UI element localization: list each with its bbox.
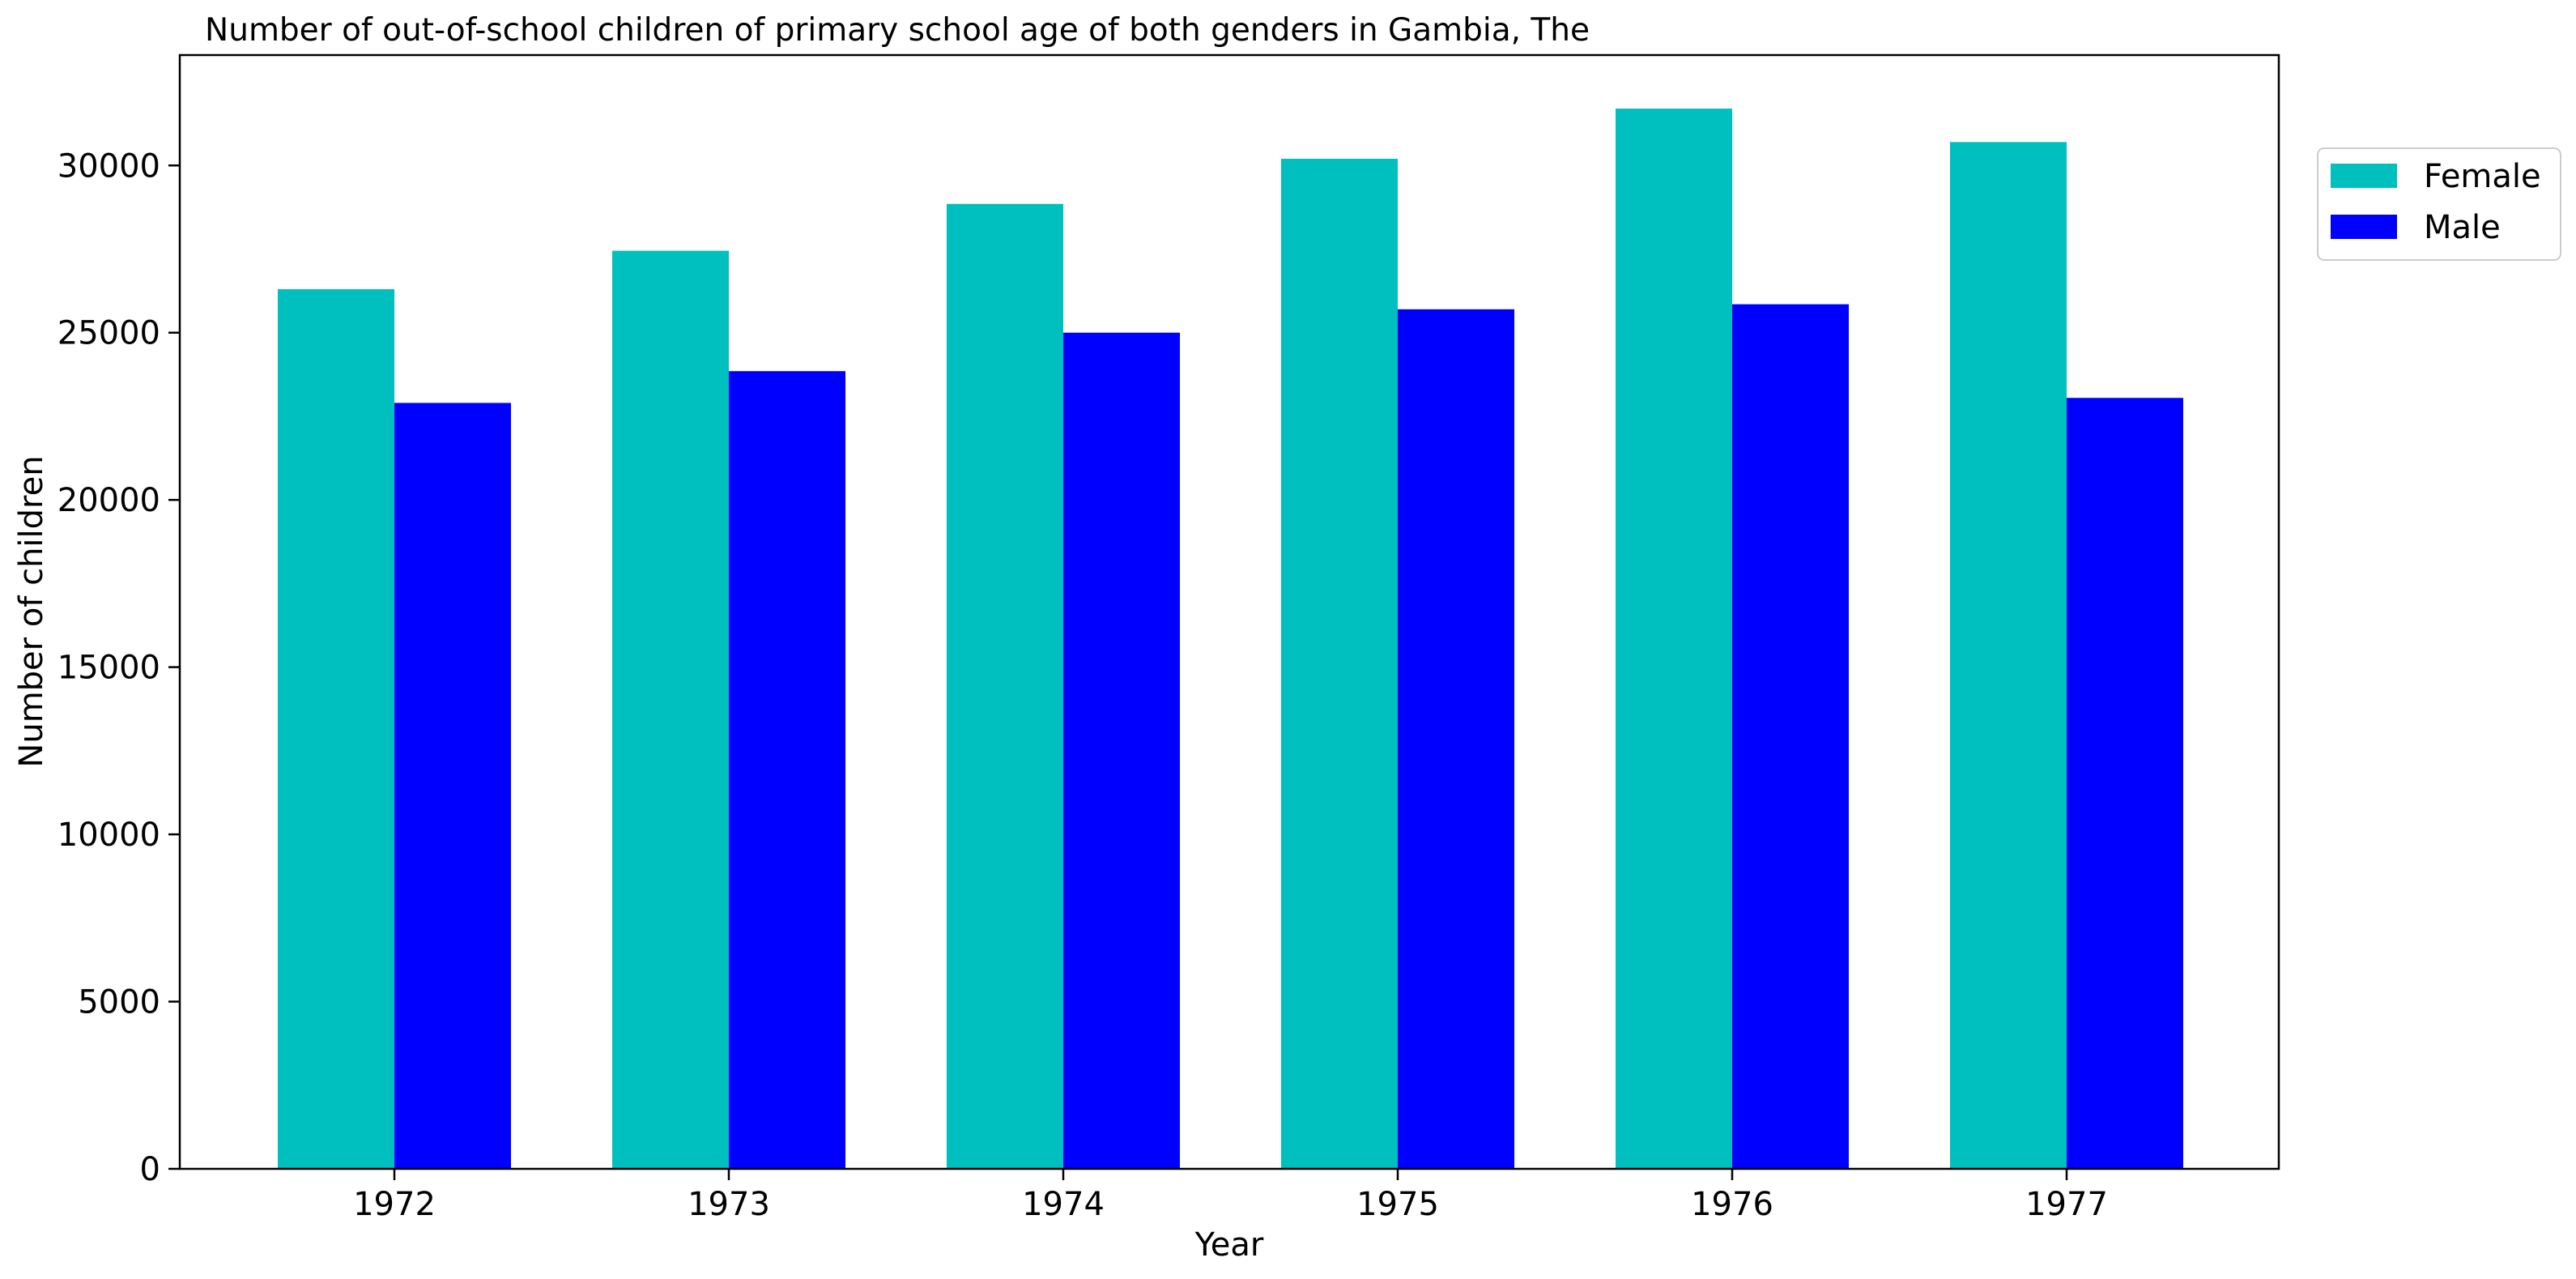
plot-frame [178, 53, 2280, 1170]
bar-male-1977 [2067, 398, 2183, 1170]
bar-male-1972 [394, 403, 511, 1169]
y-tick-label: 30000 [57, 147, 160, 185]
legend-swatch-female [2331, 164, 2397, 188]
bar-female-1977 [1950, 142, 2067, 1169]
y-axis-label: Number of children [13, 455, 50, 767]
x-tick-label: 1977 [2025, 1186, 2108, 1223]
bar-female-1974 [947, 203, 1063, 1170]
y-tick-label: 25000 [57, 315, 160, 352]
legend: Female Male [2317, 147, 2561, 261]
legend-swatch-male [2331, 215, 2397, 239]
x-axis: 1972 1973 1974 1975 1976 1977 [353, 1169, 2108, 1223]
y-tick-label: 15000 [57, 650, 160, 687]
bar-female-1973 [612, 250, 729, 1169]
bar-female-1976 [1616, 109, 1732, 1170]
y-tick-label: 10000 [57, 816, 160, 854]
x-tick-label: 1972 [353, 1186, 436, 1223]
bar-male-1976 [1732, 304, 1849, 1169]
legend-label-female: Female [2424, 158, 2541, 195]
x-tick-label: 1975 [1356, 1186, 1439, 1223]
x-tick-label: 1976 [1691, 1186, 1773, 1223]
bar-male-1974 [1063, 332, 1180, 1169]
legend-label-male: Male [2424, 209, 2501, 246]
bar-female-1972 [278, 289, 394, 1169]
x-tick-label: 1974 [1022, 1186, 1105, 1223]
y-tick-label: 5000 [78, 984, 160, 1021]
chart-title: Number of out-of-school children of prim… [205, 12, 1590, 49]
bar-male-1975 [1398, 309, 1514, 1169]
x-axis-label: Year [1194, 1226, 1264, 1264]
y-tick-label: 0 [140, 1151, 160, 1188]
y-axis: 0 5000 10000 15000 20000 25000 30000 [57, 147, 180, 1188]
bar-male-1973 [729, 371, 845, 1169]
bar-female-1975 [1281, 159, 1398, 1169]
x-tick-label: 1973 [688, 1186, 770, 1223]
y-tick-label: 20000 [57, 482, 160, 519]
bars-group [278, 109, 2183, 1170]
